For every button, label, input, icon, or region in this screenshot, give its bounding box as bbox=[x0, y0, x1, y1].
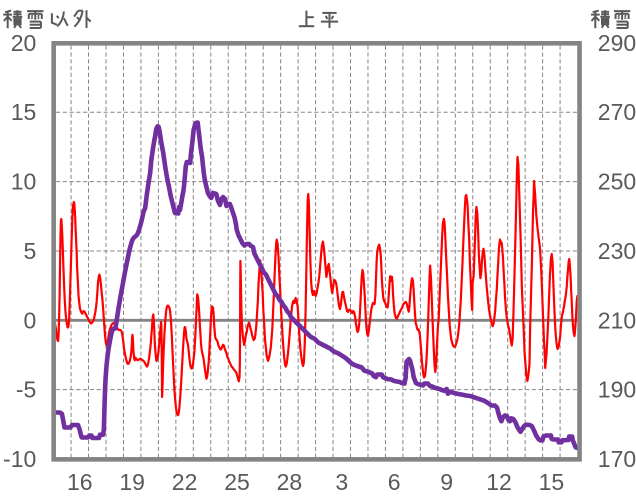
svg-text:9: 9 bbox=[440, 469, 453, 495]
svg-text:5: 5 bbox=[24, 238, 37, 264]
svg-text:270: 270 bbox=[598, 99, 636, 125]
svg-text:15: 15 bbox=[539, 469, 565, 495]
svg-text:15: 15 bbox=[11, 99, 37, 125]
svg-text:19: 19 bbox=[119, 469, 145, 495]
svg-text:-5: -5 bbox=[16, 377, 36, 403]
svg-text:22: 22 bbox=[172, 469, 198, 495]
svg-text:170: 170 bbox=[598, 446, 636, 472]
svg-text:12: 12 bbox=[486, 469, 512, 495]
svg-text:20: 20 bbox=[11, 30, 37, 56]
svg-text:28: 28 bbox=[277, 469, 303, 495]
svg-text:-10: -10 bbox=[3, 446, 36, 472]
svg-text:290: 290 bbox=[598, 30, 636, 56]
svg-text:10: 10 bbox=[11, 169, 37, 195]
svg-text:210: 210 bbox=[598, 307, 636, 333]
svg-text:250: 250 bbox=[598, 169, 636, 195]
svg-text:3: 3 bbox=[335, 469, 348, 495]
svg-text:6: 6 bbox=[388, 469, 401, 495]
svg-text:16: 16 bbox=[67, 469, 93, 495]
svg-text:25: 25 bbox=[224, 469, 250, 495]
svg-text:230: 230 bbox=[598, 238, 636, 264]
svg-text:0: 0 bbox=[24, 307, 37, 333]
svg-text:190: 190 bbox=[598, 377, 636, 403]
